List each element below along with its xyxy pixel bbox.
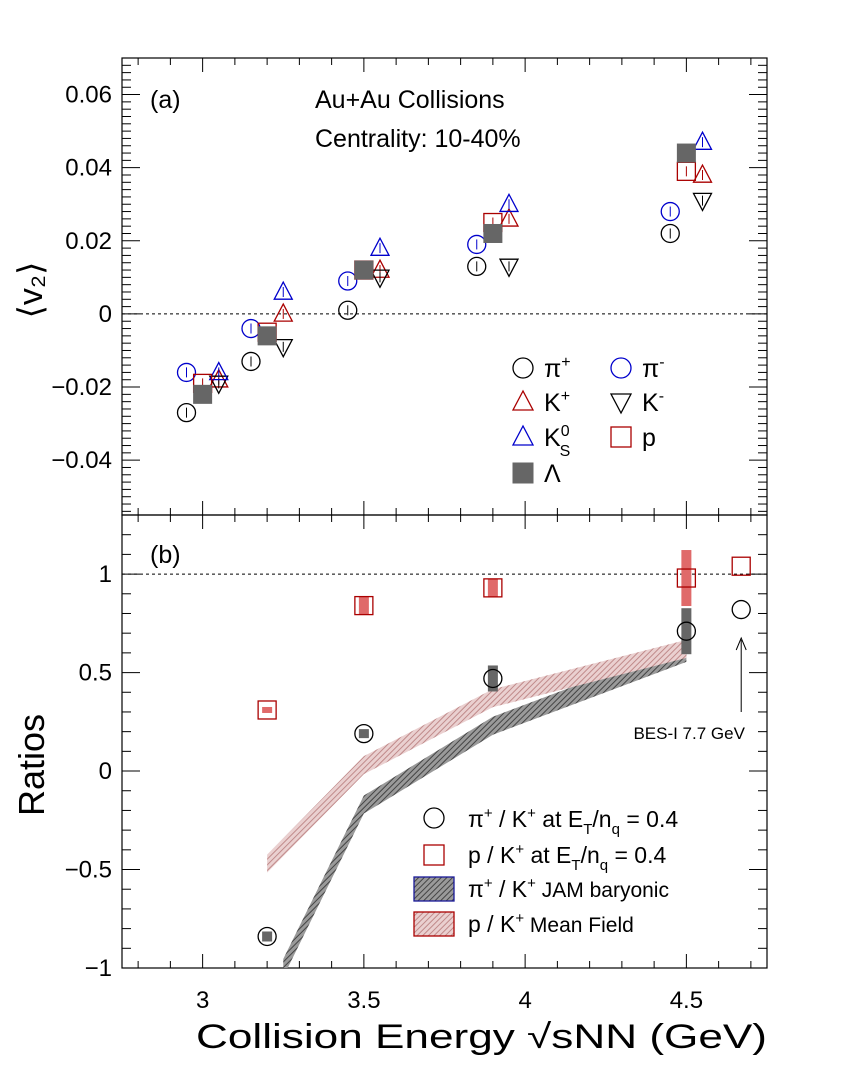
y-axis-label-a: ⟨v₂⟩: [12, 262, 50, 319]
panel-b-label: (b): [150, 541, 181, 569]
annotation-arrowhead: [735, 636, 747, 651]
x-tick-label: 3: [196, 987, 209, 1014]
x-tick-label: 4.5: [670, 987, 703, 1014]
legend-marker: [413, 876, 455, 902]
v2-point-K: [498, 207, 520, 227]
legend-marker: [423, 844, 445, 866]
legend-marker: [609, 393, 633, 415]
panel-b: 3 3.5 4 4.5 1 0.5 0 −0.5 −1 (b) Ratios Collision En…: [11, 514, 768, 1056]
v2-point-K: [369, 269, 391, 289]
ratio-point: [676, 621, 697, 641]
y-axis-label-b: Ratios: [11, 714, 52, 816]
panel-a: 0.06 0.04 0.02 0 −0.02 −0.04 (a) Au+Au Collisio…: [12, 57, 768, 516]
systematic-box: [681, 608, 692, 655]
v2-point-K: [273, 302, 294, 322]
systematic-box: [358, 596, 369, 615]
legend-label: π+ / K+ JAM baryonic: [468, 875, 669, 902]
legend-marker: [511, 424, 535, 446]
v2-point-K: [692, 192, 713, 212]
annotation-bes: BES-I 7.7 GeV: [633, 724, 745, 743]
ratio-point: [257, 926, 277, 947]
annotation-system: Au+Au Collisions: [315, 86, 505, 114]
legend-label: π+: [544, 354, 571, 383]
model-band: [267, 639, 687, 873]
v2-point-K0S: [498, 192, 520, 213]
v2-point-: [338, 271, 358, 291]
y-tick-label: 0.06: [65, 82, 112, 109]
y-tick-label: 0.04: [65, 155, 112, 182]
systematic-box: [262, 706, 273, 713]
y-tick-label: 0: [99, 758, 112, 785]
ratio-point: [354, 595, 374, 616]
y-tick-label: 1: [99, 561, 112, 588]
legend-label: p / K+ at ET/nq = 0.4: [468, 841, 666, 874]
ratio-point: [731, 599, 751, 620]
ratio-point: [676, 568, 697, 588]
model-band: [283, 643, 687, 968]
systematic-box: [487, 578, 498, 597]
legend-label: p: [642, 424, 656, 452]
systematic-box: [681, 550, 692, 607]
ratio-point: [483, 668, 503, 689]
legend-label: p / K+ Mean Field: [468, 910, 634, 937]
v2-point-K: [273, 338, 294, 359]
v2-point-: [467, 234, 487, 255]
legend-label: K0 S: [544, 423, 570, 460]
v2-point-K0S: [273, 280, 294, 300]
y-tick-label: −1: [85, 955, 112, 982]
v2-point-: [176, 402, 197, 423]
v2-point-: [467, 256, 487, 277]
annotation-centrality: Centrality: 10-40%: [315, 125, 521, 153]
v2-point-: [338, 300, 358, 320]
legend-label: π+ / K+ at ET/nq = 0.4: [468, 805, 678, 838]
x-tick-label: 3.5: [347, 987, 380, 1014]
x-tick-label: 4: [518, 987, 531, 1014]
y-tick-label: 0: [99, 301, 112, 328]
legend-label: π-: [642, 354, 665, 383]
ratio-point: [483, 578, 503, 598]
legend-marker: [413, 911, 455, 937]
y-tick-label: 0.5: [79, 660, 112, 687]
systematic-box: [262, 931, 273, 942]
y-tick-label: −0.04: [51, 447, 112, 474]
v2-point-K: [498, 258, 520, 278]
legend-marker: [511, 389, 535, 411]
legend-marker: [512, 462, 534, 484]
systematic-box: [358, 729, 369, 739]
y-tick-label: −0.5: [65, 857, 112, 884]
v2-point-K0S: [208, 361, 229, 381]
legend-label: Λ: [544, 460, 561, 488]
ratio-point: [731, 556, 751, 576]
v2-point-: [660, 201, 680, 222]
y-tick-label: −0.02: [51, 374, 112, 401]
v2-point-K0S: [369, 236, 391, 256]
y-tick-label: 0.02: [65, 228, 112, 255]
legend-marker: [423, 807, 445, 829]
systematic-box: [487, 665, 498, 692]
v2-point-: [176, 362, 197, 383]
ratio-point: [257, 700, 277, 720]
v2-point-: [660, 223, 680, 244]
ratio-point: [354, 723, 374, 744]
x-axis-label: Collision Energy √sNN (GeV): [196, 1018, 767, 1056]
panel-a-label: (a): [150, 86, 181, 114]
legend-marker: [610, 426, 632, 448]
panel-b-frame: [121, 514, 768, 969]
legend-marker: [610, 357, 632, 379]
v2-point-K0S: [692, 130, 713, 150]
legend-label: K-: [642, 388, 664, 417]
legend-label: K+: [544, 388, 570, 417]
v2-point-: [241, 351, 261, 372]
v2-point-K: [692, 163, 713, 183]
legend-marker: [512, 357, 534, 379]
